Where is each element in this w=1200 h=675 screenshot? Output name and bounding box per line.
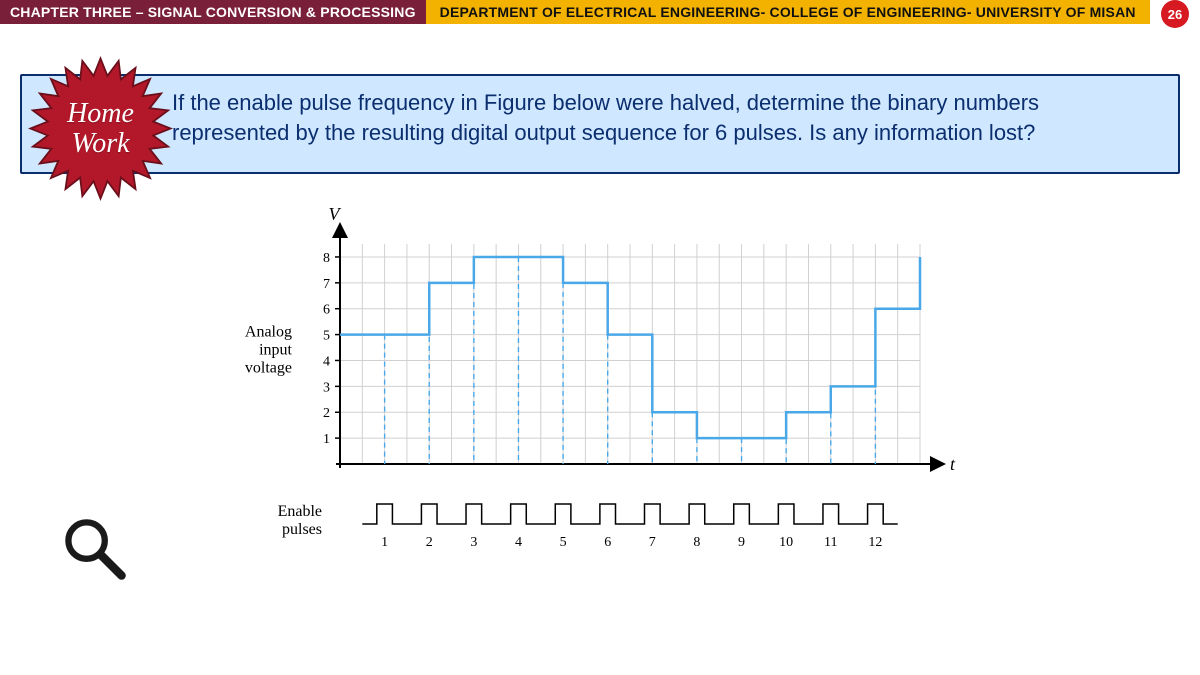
svg-text:4: 4 bbox=[323, 354, 330, 369]
homework-badge-line1: Home bbox=[67, 99, 134, 128]
homework-badge-line2: Work bbox=[71, 129, 129, 158]
svg-text:4: 4 bbox=[515, 535, 522, 550]
svg-text:6: 6 bbox=[604, 535, 611, 550]
svg-text:7: 7 bbox=[649, 535, 656, 550]
svg-text:3: 3 bbox=[470, 535, 477, 550]
chart-area: 12345678VtAnaloginputvoltage123456789101… bbox=[0, 204, 1200, 624]
page-number-cell: 26 bbox=[1150, 0, 1200, 24]
svg-text:5: 5 bbox=[560, 535, 567, 550]
svg-text:9: 9 bbox=[738, 535, 745, 550]
page-number-badge: 26 bbox=[1161, 0, 1189, 28]
top-bar: CHAPTER THREE – SIGNAL CONVERSION & PROC… bbox=[0, 0, 1200, 24]
svg-text:t: t bbox=[950, 454, 956, 474]
magnifier-icon bbox=[60, 514, 130, 584]
svg-text:10: 10 bbox=[779, 535, 793, 550]
svg-text:3: 3 bbox=[323, 380, 330, 395]
svg-text:Analog: Analog bbox=[245, 324, 292, 341]
svg-text:8: 8 bbox=[693, 535, 700, 550]
svg-text:2: 2 bbox=[323, 406, 330, 421]
question-panel: If the enable pulse frequency in Figure … bbox=[20, 74, 1180, 174]
svg-text:1: 1 bbox=[381, 535, 388, 550]
svg-text:12: 12 bbox=[868, 535, 882, 550]
department-title: DEPARTMENT OF ELECTRICAL ENGINEERING- CO… bbox=[426, 0, 1150, 24]
svg-text:11: 11 bbox=[824, 535, 837, 550]
svg-text:8: 8 bbox=[323, 251, 330, 266]
svg-text:5: 5 bbox=[323, 329, 330, 344]
signal-chart: 12345678VtAnaloginputvoltage123456789101… bbox=[220, 204, 980, 604]
svg-text:pulses: pulses bbox=[282, 521, 322, 538]
svg-text:V: V bbox=[329, 204, 342, 224]
homework-badge-label: Home Work bbox=[28, 56, 173, 201]
chapter-title: CHAPTER THREE – SIGNAL CONVERSION & PROC… bbox=[0, 0, 426, 24]
question-text: If the enable pulse frequency in Figure … bbox=[20, 74, 1180, 174]
svg-text:2: 2 bbox=[426, 535, 433, 550]
svg-text:7: 7 bbox=[323, 277, 330, 292]
svg-text:voltage: voltage bbox=[245, 360, 292, 377]
svg-text:Enable: Enable bbox=[278, 503, 322, 520]
homework-badge: Home Work bbox=[28, 56, 173, 201]
svg-text:6: 6 bbox=[323, 303, 330, 318]
svg-text:input: input bbox=[259, 342, 292, 359]
svg-text:1: 1 bbox=[323, 432, 330, 447]
